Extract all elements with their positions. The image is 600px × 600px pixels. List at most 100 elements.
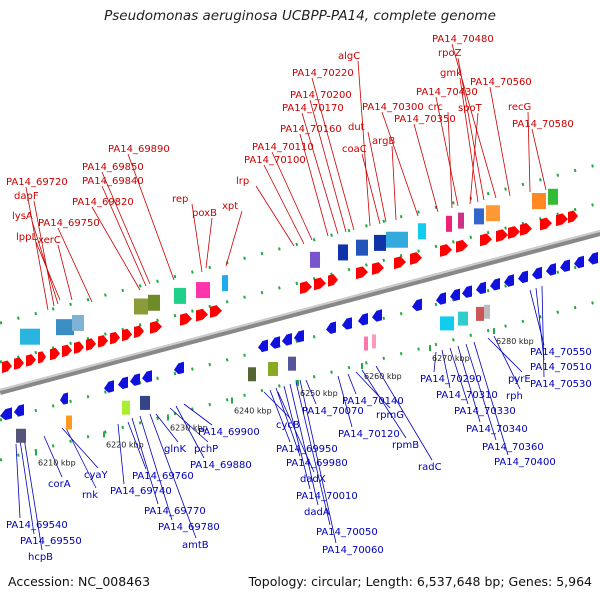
gene-arrow-forward xyxy=(520,222,532,236)
topology-text: Topology: circular; Length: 6,537,648 bp… xyxy=(248,574,592,589)
gene-arrow-forward xyxy=(74,341,84,354)
gene-arrow-reverse xyxy=(450,288,460,302)
leader-line xyxy=(305,379,317,405)
gene-arrow-reverse xyxy=(118,376,128,390)
kbp-tick-label: 6240 kbp xyxy=(234,407,272,416)
leader-line xyxy=(489,86,511,197)
feature-box xyxy=(288,356,296,371)
leader-line xyxy=(271,151,313,241)
gene-arrow-reverse xyxy=(258,339,268,352)
gene-arrow-forward xyxy=(50,347,60,361)
feature-box xyxy=(174,287,186,304)
kbp-tick-label: 6280 kbp xyxy=(496,337,534,346)
gene-arrow-forward xyxy=(110,331,120,345)
gene-label-forward: spoT xyxy=(458,103,483,114)
feature-box xyxy=(372,334,376,349)
feature-box xyxy=(72,314,84,331)
kbp-tick-label: 6210 kbp xyxy=(38,458,76,467)
kbp-tick-label: 6250 kbp xyxy=(300,389,338,398)
gene-label-reverse: rph xyxy=(506,391,523,402)
leader-line xyxy=(275,387,301,457)
leader-line xyxy=(441,349,451,389)
gene-arrow-reverse xyxy=(142,370,152,383)
leader-line xyxy=(57,227,93,303)
leader-line xyxy=(469,112,479,205)
gene-label-reverse: PA14_69740 xyxy=(110,486,172,497)
feature-box xyxy=(374,234,386,251)
leader-line xyxy=(57,244,73,301)
gene-arrow-forward xyxy=(556,213,568,227)
leader-line xyxy=(23,437,43,551)
leader-line xyxy=(311,77,355,231)
leader-line xyxy=(531,128,547,191)
leader-line xyxy=(309,99,347,233)
gene-arrow-reverse xyxy=(294,329,304,343)
kbp-tick-label: 6230 kbp xyxy=(170,423,208,432)
gene-arrow-reverse xyxy=(436,292,446,305)
gene-arrow-reverse xyxy=(60,392,68,405)
leader-line xyxy=(457,57,485,201)
gene-label-reverse: amtB xyxy=(182,540,209,551)
leader-line xyxy=(473,341,509,456)
gene-arrow-forward xyxy=(480,233,492,247)
gene-arrow-reverse xyxy=(490,278,500,291)
gene-label-reverse: dadX xyxy=(300,474,326,485)
kbp-tick-label: 6220 kbp xyxy=(106,440,144,449)
gene-label-forward: PA14_70100 xyxy=(244,155,306,166)
gene-arrow-reverse xyxy=(560,259,570,272)
gene-label-reverse: PA14_69900 xyxy=(198,427,260,438)
genome-backbone xyxy=(0,230,600,395)
leader-line xyxy=(91,206,141,291)
leader-line xyxy=(25,186,49,311)
gene-label-forward: argB xyxy=(372,136,395,147)
leader-line xyxy=(447,111,453,209)
leader-line xyxy=(433,351,437,373)
gene-label-forward: algC xyxy=(338,51,360,62)
feature-box xyxy=(122,400,130,415)
gene-arrow-forward xyxy=(300,281,312,294)
leader-line xyxy=(205,217,213,269)
leader-line xyxy=(459,77,479,203)
leader-line xyxy=(355,371,391,409)
gene-arrow-forward xyxy=(328,274,338,287)
kbp-tick-label: 6260 kbp xyxy=(364,372,402,381)
gene-arrow-reverse xyxy=(518,270,528,284)
accession-text: Accession: NC_008463 xyxy=(8,574,151,589)
gene-label-reverse: PA14_69540 xyxy=(6,520,68,531)
gene-label-reverse: PA14_70330 xyxy=(454,406,516,417)
gene-label-reverse: rpmB xyxy=(392,440,419,451)
gene-label-reverse: PA14_70060 xyxy=(322,545,384,556)
feature-box xyxy=(134,298,148,315)
leader-line xyxy=(361,153,381,225)
leader-line xyxy=(457,345,481,423)
leader-line xyxy=(255,185,295,247)
map-title: Pseudomonas aeruginosa UCBPP-PA14, compl… xyxy=(104,8,496,24)
leader-line xyxy=(435,96,459,207)
gene-arrow-forward xyxy=(394,256,406,270)
gene-arrow-forward xyxy=(180,313,192,326)
gene-label-reverse: PA14_70010 xyxy=(296,491,358,502)
leader-line xyxy=(493,335,521,390)
gene-label-forward: PA14_70350 xyxy=(394,114,456,125)
leader-line xyxy=(131,417,159,505)
feature-box xyxy=(446,215,452,232)
gene-arrow-reverse xyxy=(0,407,12,421)
gene-arrow-forward xyxy=(540,217,552,231)
gene-label-reverse: PA14_70140 xyxy=(342,396,404,407)
feature-box xyxy=(338,244,348,261)
gene-arrow-forward xyxy=(150,321,162,334)
gene-arrow-forward xyxy=(456,239,468,253)
gene-arrow-reverse xyxy=(342,317,352,330)
gene-label-forward: dapF xyxy=(14,191,39,202)
gene-arrow-reverse xyxy=(532,266,542,280)
leader-line xyxy=(31,220,59,305)
leader-line xyxy=(15,443,21,519)
feature-box xyxy=(474,208,484,225)
gene-label-reverse: corA xyxy=(48,479,71,490)
leader-line xyxy=(127,153,175,281)
gene-label-forward: lrp xyxy=(236,176,249,187)
leader-line xyxy=(43,435,63,478)
gene-arrow-reverse xyxy=(588,252,598,265)
gene-label-forward: dut xyxy=(348,122,365,133)
gene-arrow-forward xyxy=(98,335,108,348)
